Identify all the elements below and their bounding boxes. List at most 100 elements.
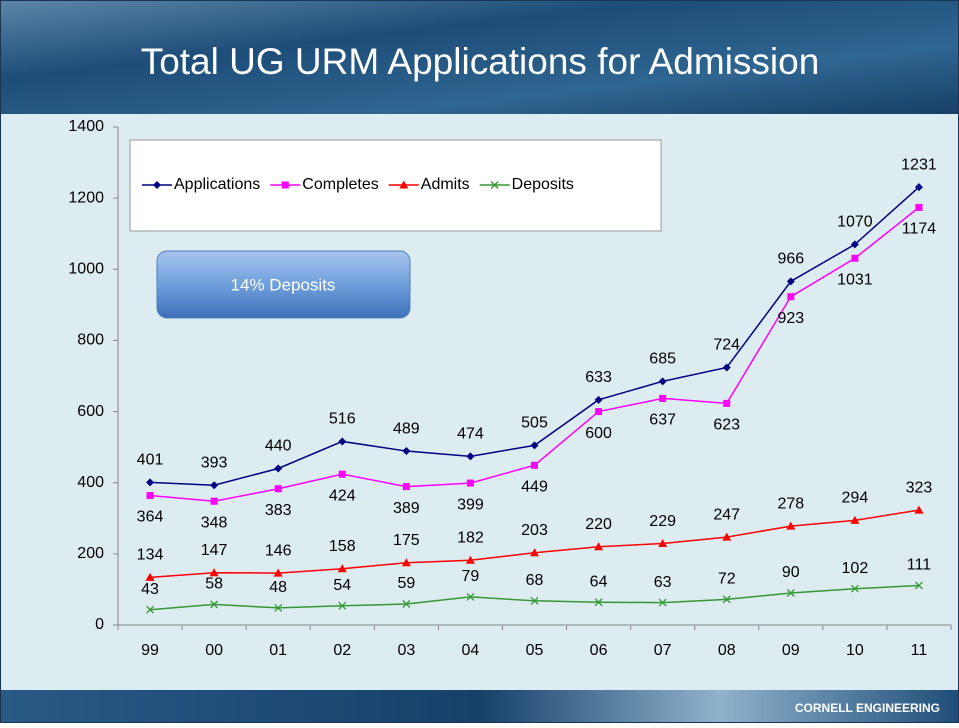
data-label: 633 [585, 369, 612, 386]
data-label: 43 [141, 581, 159, 598]
data-label: 1070 [837, 214, 873, 231]
marker [402, 447, 411, 456]
x-tick-label: 01 [269, 642, 287, 659]
legend-label: Completes [302, 176, 378, 193]
marker [915, 581, 923, 590]
marker [337, 564, 347, 573]
marker [153, 181, 161, 189]
marker [530, 441, 539, 450]
data-label: 102 [842, 560, 869, 577]
marker [338, 437, 347, 446]
data-label: 923 [777, 310, 804, 327]
data-label: 59 [397, 575, 415, 592]
y-tick-label: 400 [77, 474, 104, 491]
y-tick-label: 800 [77, 332, 104, 349]
data-label: 401 [137, 452, 164, 469]
marker [786, 521, 796, 530]
data-label: 424 [329, 487, 356, 504]
marker [209, 568, 219, 577]
data-label: 64 [590, 573, 608, 590]
legend-label: Applications [174, 176, 260, 193]
x-tick-label: 06 [590, 642, 608, 659]
marker [595, 408, 603, 416]
marker [281, 181, 289, 189]
x-tick-label: 03 [397, 642, 415, 659]
y-tick-label: 1000 [68, 261, 104, 278]
x-tick-label: 02 [333, 642, 351, 659]
x-tick-label: 99 [141, 642, 159, 659]
data-label: 294 [842, 490, 869, 507]
data-label: 72 [718, 571, 736, 588]
marker [594, 395, 603, 404]
x-tick-label: 07 [654, 642, 672, 659]
data-label: 147 [201, 542, 228, 559]
data-label: 449 [521, 479, 548, 496]
data-label: 90 [782, 564, 800, 581]
marker [530, 596, 539, 605]
data-label: 111 [907, 557, 931, 574]
marker [914, 183, 923, 192]
marker [594, 598, 603, 607]
data-label: 68 [526, 572, 544, 589]
marker [274, 603, 283, 612]
data-label: 1031 [837, 271, 873, 288]
marker [722, 532, 732, 541]
marker [786, 277, 795, 286]
data-label: 247 [713, 506, 740, 523]
marker [146, 492, 154, 500]
marker [338, 470, 346, 478]
marker [786, 589, 795, 597]
data-label: 146 [265, 542, 292, 559]
data-label: 158 [329, 538, 356, 555]
data-label: 348 [201, 514, 228, 531]
marker [658, 377, 667, 386]
data-label: 600 [585, 425, 612, 442]
marker [466, 452, 475, 461]
marker [338, 601, 347, 610]
x-tick-label: 10 [846, 642, 864, 659]
data-label: 637 [649, 412, 676, 429]
data-label: 516 [329, 411, 356, 428]
data-label: 1174 [902, 221, 937, 238]
chart-title: Total UG URM Applications for Admission [141, 41, 820, 82]
x-tick-label: 05 [526, 642, 544, 659]
data-label: 54 [333, 577, 351, 594]
x-tick-label: 11 [911, 642, 928, 659]
x-tick-label: 09 [782, 642, 800, 659]
marker [658, 598, 667, 607]
y-tick-label: 0 [95, 616, 104, 633]
data-label: 220 [585, 516, 612, 533]
marker [402, 483, 410, 491]
marker [465, 555, 475, 564]
footer-band [0, 690, 959, 723]
data-label: 399 [457, 496, 484, 513]
data-label: 474 [457, 426, 484, 443]
marker [850, 240, 859, 249]
marker [787, 293, 795, 301]
marker [914, 505, 924, 514]
data-label: 278 [777, 495, 804, 512]
data-label: 393 [201, 454, 228, 471]
data-label: 489 [393, 420, 420, 437]
marker [594, 542, 604, 551]
data-label: 134 [137, 547, 164, 564]
marker [146, 478, 155, 487]
marker [466, 479, 474, 487]
data-label: 724 [713, 337, 740, 354]
legend-label: Deposits [512, 176, 574, 193]
marker [531, 461, 538, 469]
marker [145, 572, 155, 581]
data-label: 440 [265, 438, 292, 455]
marker [723, 399, 731, 407]
marker [466, 592, 475, 601]
data-label: 389 [393, 500, 420, 517]
y-tick-label: 600 [77, 403, 104, 420]
marker [850, 584, 859, 593]
marker [210, 600, 219, 609]
legend-label: Admits [421, 176, 470, 193]
footer-text: CORNELL ENGINEERING [795, 701, 940, 715]
y-tick-label: 1400 [68, 118, 104, 135]
marker [274, 464, 283, 473]
data-label: 79 [462, 568, 480, 585]
